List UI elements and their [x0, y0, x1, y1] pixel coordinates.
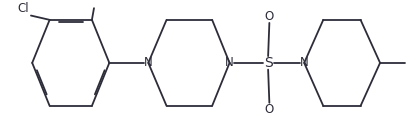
Text: N: N [225, 56, 234, 69]
Text: S: S [264, 56, 272, 70]
Text: Cl: Cl [18, 2, 29, 15]
Text: O: O [265, 10, 274, 23]
Text: N: N [144, 56, 153, 69]
Text: O: O [265, 103, 274, 116]
Text: N: N [300, 56, 309, 69]
